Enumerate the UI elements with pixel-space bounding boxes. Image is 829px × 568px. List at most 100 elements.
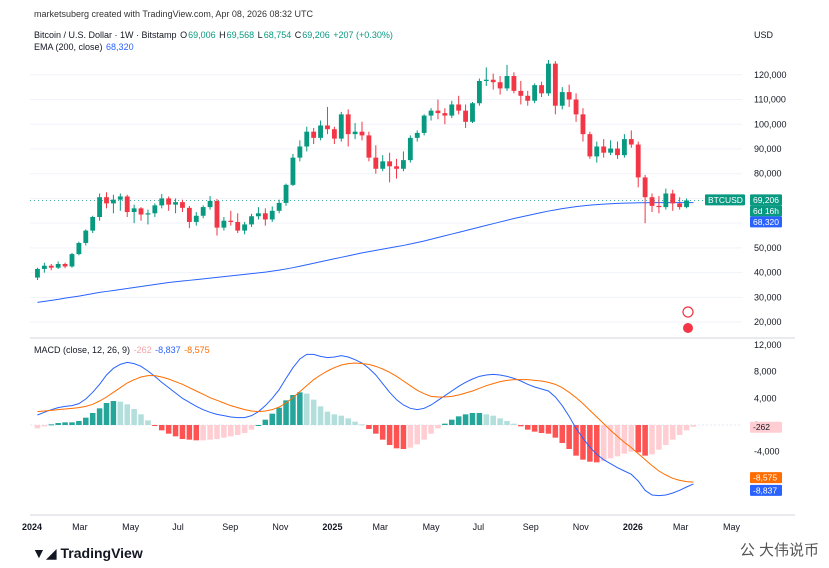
candle-body <box>138 208 144 215</box>
signal-tag: -8,575 <box>753 473 777 483</box>
macd-histogram-bar <box>76 421 82 425</box>
time-tick-label: May <box>122 522 140 532</box>
macd-histogram-bar <box>317 406 324 425</box>
candle-body <box>649 197 655 206</box>
macd-histogram-bar <box>476 413 483 425</box>
macd-histogram-bar <box>338 415 345 425</box>
macd-histogram-bar <box>469 413 476 425</box>
candle-body <box>442 113 448 116</box>
candle-body <box>532 85 538 101</box>
candle-body <box>608 148 614 153</box>
price-tick-label: 120,000 <box>754 70 787 80</box>
macd-histogram-bar <box>96 408 103 425</box>
macd-histogram-bar <box>124 404 130 425</box>
price-tick-label: 30,000 <box>754 292 782 302</box>
candle-body <box>380 161 386 169</box>
candle-body <box>214 200 220 228</box>
macd-histogram-bar <box>538 425 545 433</box>
candle-body <box>373 157 379 169</box>
time-tick-label: Mar <box>373 522 389 532</box>
macd-histogram-bar <box>400 425 407 449</box>
ohlc-open: 69,006 <box>188 30 216 40</box>
candle-body <box>338 114 344 139</box>
candle-body <box>656 205 662 208</box>
macd-legend[interactable]: MACD (close, 12, 26, 9) -262 -8,837 -8,5… <box>34 345 211 355</box>
macd-histogram-bar <box>303 393 310 425</box>
candle-body <box>594 146 600 157</box>
time-tick-label: 2026 <box>623 522 643 532</box>
macd-histogram-bar <box>676 425 683 435</box>
candle-body <box>311 131 317 138</box>
candle-body <box>152 205 158 214</box>
macd-value: -8,837 <box>155 345 181 355</box>
macd-histogram-bar <box>524 425 531 430</box>
candle-body <box>110 199 116 204</box>
ohlc-high: 69,568 <box>226 30 255 40</box>
macd-histogram-bar <box>310 399 317 425</box>
macd-histogram-bar <box>179 425 186 439</box>
macd-histogram-bar <box>483 414 490 425</box>
ema-legend[interactable]: EMA (200, close) 68,320 <box>34 42 135 52</box>
time-tick-label: Sep <box>222 522 238 532</box>
ema-line-series <box>37 202 694 303</box>
macd-histogram-bar <box>435 425 441 429</box>
macd-histogram-bar <box>545 425 552 434</box>
candle-body <box>580 114 586 135</box>
macd-histogram-bar <box>193 425 200 441</box>
candle-body <box>566 92 572 100</box>
macd-histogram-bar <box>89 413 96 425</box>
candle-body <box>394 166 399 169</box>
macd-histogram-bar <box>649 425 655 455</box>
candle-body <box>463 110 468 122</box>
macd-histogram-bar <box>117 401 124 425</box>
macd-histogram-bar <box>683 425 690 431</box>
candle-body <box>677 203 683 208</box>
watermark-text: 公 大伟说币 <box>739 542 819 559</box>
signal-line <box>37 362 694 483</box>
macd-histogram <box>34 392 697 463</box>
macd-histogram-bar <box>345 418 351 425</box>
macd-hist-tag-bg <box>750 421 782 433</box>
macd-histogram-bar <box>366 425 372 429</box>
macd-histogram-bar <box>214 425 220 439</box>
candle-body <box>456 104 462 111</box>
candle-body <box>249 216 254 225</box>
price-tick-label: 110,000 <box>754 95 786 105</box>
macd-histogram-bar <box>497 418 503 425</box>
macd-histogram-bar <box>621 425 628 454</box>
axes: 20,00030,00040,00050,00060,00070,00080,0… <box>22 30 787 532</box>
macd-tick-label: 4,000 <box>754 393 777 403</box>
macd-histogram-bar <box>607 425 614 459</box>
macd-histogram-bar <box>172 425 179 437</box>
candle-body <box>331 129 337 139</box>
macd-histogram-bar <box>386 425 393 445</box>
macd-tick-label: 12,000 <box>754 340 782 350</box>
macd-histogram-bar <box>573 425 579 456</box>
macd-histogram-bar <box>566 425 572 449</box>
candle-body <box>414 132 420 138</box>
symbol-legend[interactable]: Bitcoin / U.S. Dollar · 1W · Bitstamp O6… <box>34 30 394 40</box>
candle-body <box>55 263 61 268</box>
time-tick-label: Jul <box>473 522 485 532</box>
macd-hist-tag: -262 <box>753 422 770 432</box>
macd-histogram-bar <box>511 423 517 425</box>
tradingview-logo[interactable]: ▼◢ TradingView <box>32 545 143 562</box>
candle-body <box>48 265 54 268</box>
macd-histogram-bar <box>587 425 593 462</box>
ema-price-tag-bg <box>750 216 782 228</box>
candle-body <box>124 196 130 213</box>
candle-body <box>228 220 234 222</box>
currency-label: USD <box>754 30 774 40</box>
macd-histogram-bar <box>69 422 75 425</box>
macd-histogram-bar <box>83 417 89 425</box>
candle-body <box>635 144 641 178</box>
time-tick-label: Jul <box>172 522 184 532</box>
candle-body <box>621 139 627 156</box>
countdown-tag-bg <box>750 205 782 217</box>
macd-line <box>37 353 694 497</box>
macd-hist-value: -262 <box>133 345 152 355</box>
macd-histogram-bar <box>200 425 206 441</box>
macd-histogram-bar <box>55 423 61 425</box>
candle-body <box>483 79 489 81</box>
